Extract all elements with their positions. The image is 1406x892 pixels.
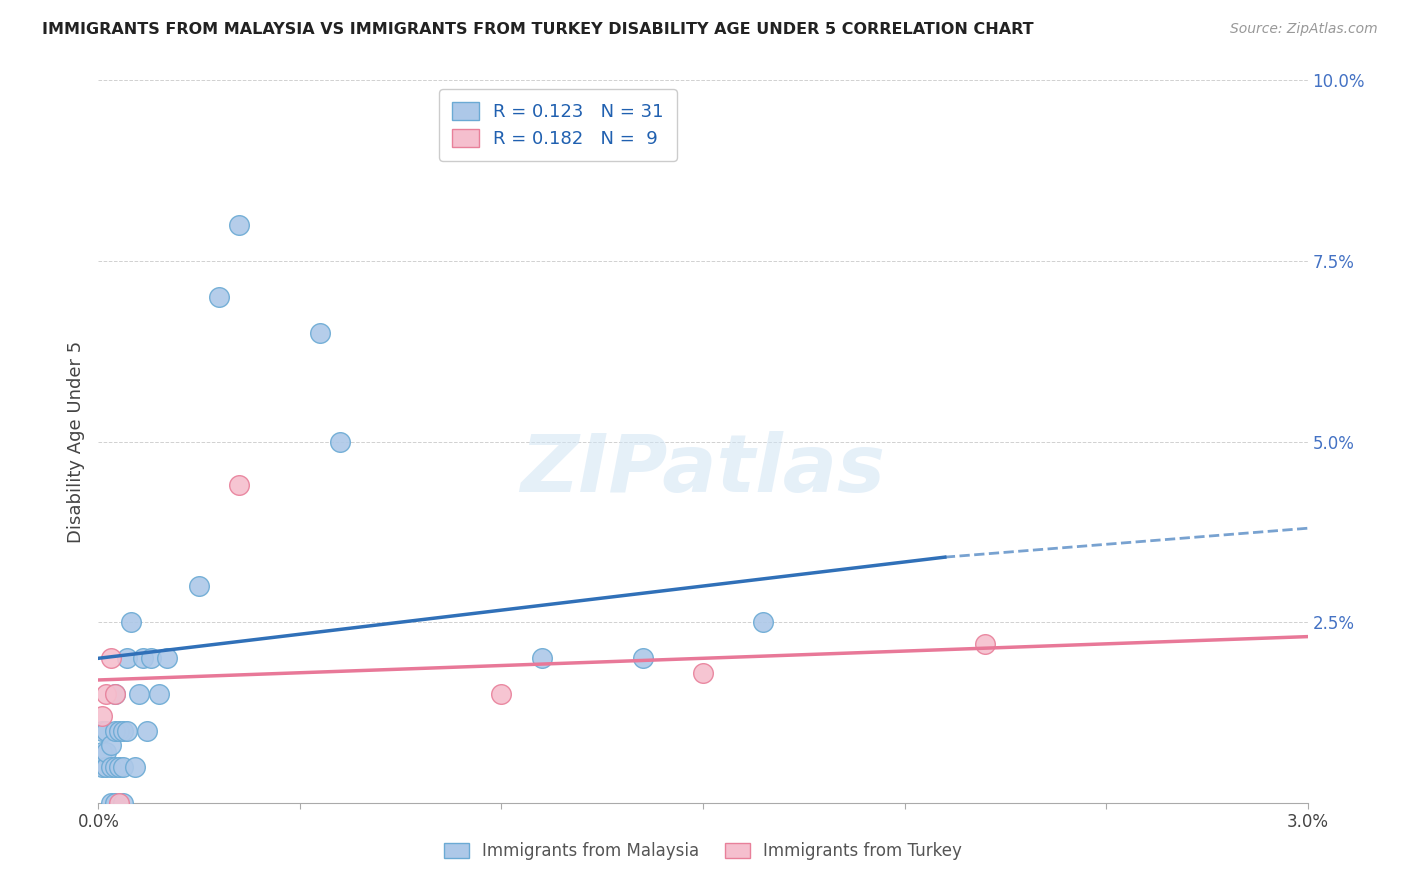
Point [752,615,775,630]
Point [96,760,118,774]
Point [115,723,138,738]
Point [91,709,114,723]
Point [96,745,118,759]
Point [148,687,170,701]
Point [107,760,129,774]
Point [103,687,125,701]
Point [228,218,250,232]
Point [631,651,654,665]
Point [100,796,122,810]
Point [91,723,114,738]
Point [100,760,122,774]
Point [107,796,129,810]
Text: ZIPatlas: ZIPatlas [520,432,886,509]
Point [156,651,179,665]
Point [111,723,134,738]
Point [103,687,125,701]
Point [124,760,146,774]
Text: Source: ZipAtlas.com: Source: ZipAtlas.com [1230,22,1378,37]
Text: IMMIGRANTS FROM MALAYSIA VS IMMIGRANTS FROM TURKEY DISABILITY AGE UNDER 5 CORREL: IMMIGRANTS FROM MALAYSIA VS IMMIGRANTS F… [42,22,1033,37]
Point [96,687,118,701]
Point [96,723,118,738]
Legend: Immigrants from Malaysia, Immigrants from Turkey: Immigrants from Malaysia, Immigrants fro… [437,836,969,867]
Point [188,579,211,593]
Point [309,326,332,340]
Point [111,760,134,774]
Point [115,651,138,665]
Point [103,796,125,810]
Point [107,723,129,738]
Point [100,738,122,752]
Point [103,723,125,738]
Point [91,745,114,759]
Point [91,760,114,774]
Point [228,478,250,492]
Point [132,651,155,665]
Point [111,796,134,810]
Point [139,651,162,665]
Point [974,637,997,651]
Point [128,687,150,701]
Point [491,687,513,701]
Point [100,651,122,665]
Point [103,760,125,774]
Point [120,615,142,630]
Point [135,723,157,738]
Point [692,665,714,680]
Y-axis label: Disability Age Under 5: Disability Age Under 5 [66,341,84,542]
Point [208,290,231,304]
Point [329,434,352,449]
Point [530,651,553,665]
